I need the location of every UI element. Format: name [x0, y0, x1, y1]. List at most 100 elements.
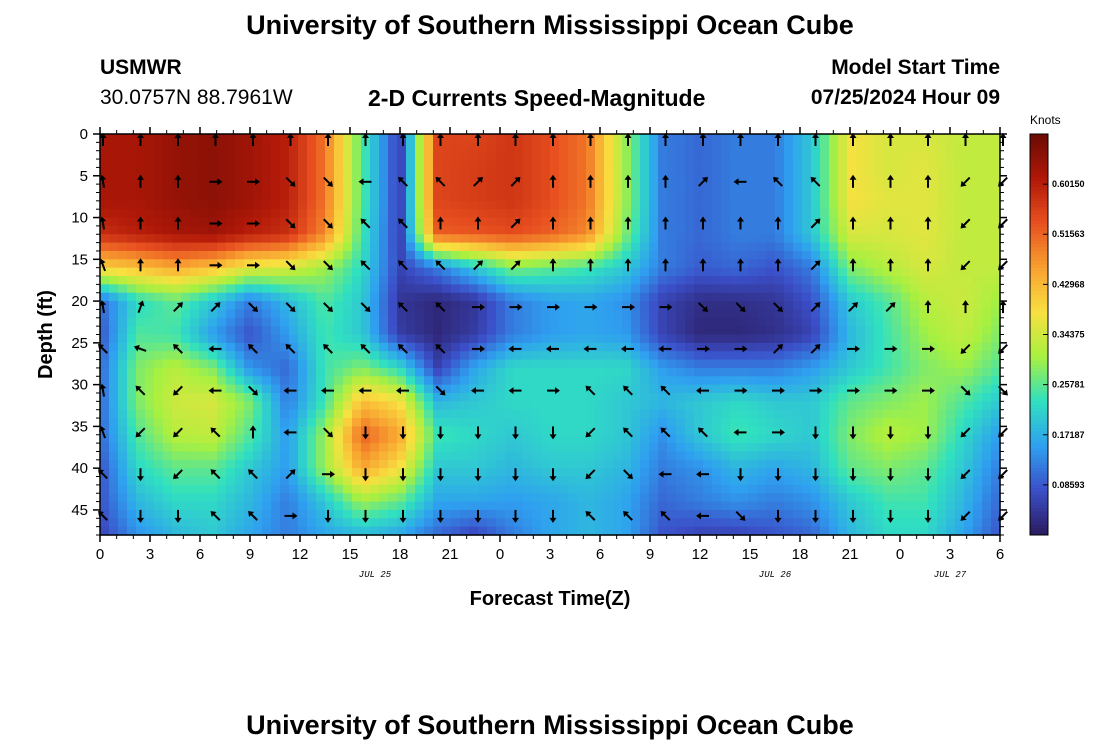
heatmap-cell — [766, 409, 776, 419]
heatmap-cell — [469, 334, 479, 344]
heatmap-cell — [649, 334, 659, 344]
heatmap-cell — [757, 167, 767, 177]
heatmap-cell — [991, 292, 1001, 302]
heatmap-cell — [703, 418, 713, 427]
heatmap-cell — [640, 167, 650, 177]
heatmap-cell — [910, 476, 920, 486]
heatmap-cell — [379, 468, 389, 478]
arrow-head — [733, 178, 739, 186]
heatmap-cell — [937, 359, 947, 369]
heatmap-cell — [937, 159, 947, 169]
heatmap-cell — [253, 209, 263, 219]
heatmap-cell — [883, 418, 893, 427]
heatmap-cell — [388, 351, 398, 361]
heatmap-cell — [532, 292, 542, 302]
heatmap-cell — [415, 301, 425, 311]
heatmap-cell — [253, 184, 263, 194]
heatmap-cell — [208, 284, 218, 294]
heatmap-cell — [955, 409, 965, 419]
heatmap-cell — [775, 250, 785, 260]
heatmap-cell — [838, 342, 848, 352]
heatmap-cell — [640, 451, 650, 461]
heatmap-cell — [388, 326, 398, 336]
heatmap-cell — [190, 443, 200, 453]
heatmap-cell — [622, 493, 632, 503]
heatmap-cell — [622, 167, 632, 177]
heatmap-cell — [730, 301, 740, 311]
heatmap-cell — [127, 526, 137, 536]
heatmap-cell — [406, 493, 416, 503]
heatmap-cell — [793, 284, 803, 294]
heatmap-cell — [127, 451, 137, 461]
heatmap-cell — [685, 334, 695, 344]
heatmap-cell — [217, 167, 227, 177]
heatmap-cell — [307, 384, 317, 394]
heatmap-cell — [541, 259, 551, 269]
heatmap-cell — [910, 359, 920, 369]
heatmap-cell — [964, 309, 974, 319]
heatmap-cell — [424, 175, 434, 185]
heatmap-cell — [622, 234, 632, 244]
heatmap-cell — [118, 426, 128, 436]
heatmap-cell — [505, 426, 515, 436]
heatmap-cell — [937, 301, 947, 311]
heatmap-cell — [658, 234, 668, 244]
heatmap-cell — [982, 159, 992, 169]
heatmap-cell — [262, 459, 272, 469]
heatmap-cell — [208, 259, 218, 269]
heatmap-cell — [316, 451, 326, 461]
heatmap-cell — [784, 192, 794, 202]
heatmap-cell — [748, 326, 758, 336]
heatmap-cell — [910, 276, 920, 285]
heatmap-cell — [919, 200, 929, 210]
heatmap-cell — [955, 150, 965, 160]
heatmap-cell — [262, 317, 272, 327]
heatmap-cell — [451, 459, 461, 469]
heatmap-cell — [973, 476, 983, 486]
heatmap-cell — [100, 501, 110, 511]
heatmap-cell — [307, 376, 317, 386]
heatmap-cell — [892, 326, 902, 336]
heatmap-cell — [244, 292, 254, 302]
heatmap-cell — [370, 426, 380, 436]
heatmap-cell — [559, 459, 569, 469]
heatmap-cell — [748, 284, 758, 294]
heatmap-cell — [685, 426, 695, 436]
heatmap-cell — [973, 217, 983, 227]
heatmap-cell — [532, 234, 542, 244]
heatmap-cell — [379, 401, 389, 411]
heatmap-cell — [109, 334, 119, 344]
heatmap-cell — [325, 142, 335, 152]
heatmap-cell — [253, 392, 263, 402]
heatmap-cell — [181, 342, 191, 352]
heatmap-cell — [604, 276, 614, 285]
heatmap-cell — [973, 250, 983, 260]
heatmap-cell — [757, 250, 767, 260]
heatmap-cell — [820, 292, 830, 302]
heatmap-cell — [784, 518, 794, 528]
heatmap-cell — [352, 175, 362, 185]
heatmap-cell — [694, 267, 704, 277]
heatmap-cell — [991, 501, 1001, 511]
heatmap-cell — [748, 267, 758, 277]
heatmap-cell — [379, 242, 389, 252]
heatmap-cell — [109, 225, 119, 235]
heatmap-cell — [766, 418, 776, 427]
heatmap-cell — [829, 426, 839, 436]
heatmap-cell — [568, 501, 578, 511]
heatmap-cell — [325, 184, 335, 194]
heatmap-cell — [433, 284, 443, 294]
heatmap-cell — [658, 334, 668, 344]
heatmap-cell — [316, 367, 326, 377]
heatmap-cell — [262, 159, 272, 169]
heatmap-cell — [190, 518, 200, 528]
heatmap-cell — [676, 376, 686, 386]
heatmap-cell — [496, 159, 506, 169]
arrow-head — [217, 220, 223, 227]
heatmap-cell — [595, 309, 605, 319]
heatmap-cell — [505, 401, 515, 411]
heatmap-cell — [820, 518, 830, 528]
heatmap-cell — [613, 150, 623, 160]
heatmap-cell — [649, 409, 659, 419]
heatmap-cell — [523, 476, 533, 486]
